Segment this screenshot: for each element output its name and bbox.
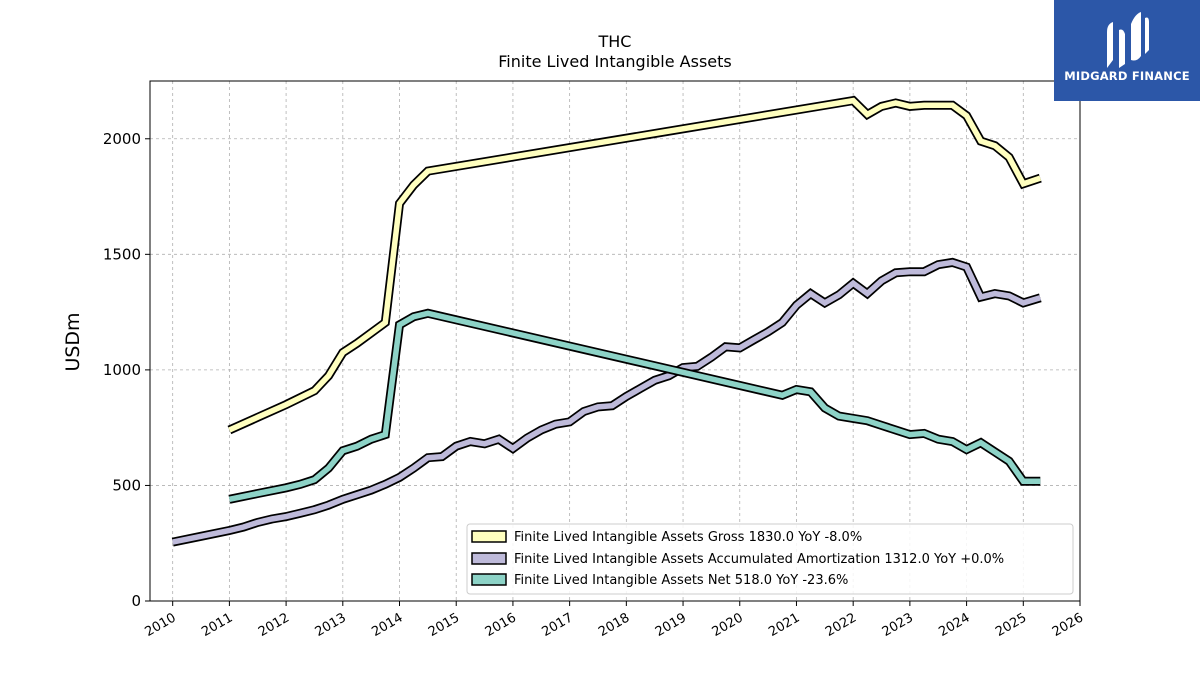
y-tick-label: 0 [131, 592, 141, 610]
legend-frame [466, 523, 1074, 595]
x-tick-label: 2020 [710, 610, 746, 640]
y-tick-label: 1500 [103, 245, 141, 263]
x-tick-label: 2017 [539, 610, 575, 640]
y-tick-label: 1000 [103, 361, 141, 379]
series-line-amortization [172, 259, 1042, 545]
series-group [171, 95, 1042, 547]
legend-swatch-net [471, 573, 507, 586]
x-tick-label: 2025 [993, 610, 1029, 640]
series-line-net [228, 310, 1041, 502]
chart-subtitle: Finite Lived Intangible Assets [498, 52, 731, 71]
logo-mark-icon [1107, 12, 1149, 68]
legend-swatch-gross [471, 530, 507, 543]
x-tick-label: 2018 [596, 610, 632, 640]
x-tick-label: 2019 [653, 610, 689, 640]
legend-item-net: Finite Lived Intangible Assets Net 518.0… [514, 573, 848, 588]
y-tick-label: 2000 [103, 130, 141, 148]
plot-frame [149, 80, 1081, 602]
legend-item-amortization: Finite Lived Intangible Assets Accumulat… [514, 552, 1004, 567]
series-outline-net [228, 308, 1041, 504]
x-tick-label: 2024 [936, 610, 972, 640]
series-outline-gross [227, 95, 1042, 435]
brand-name: MIDGARD FINANCE [1064, 69, 1190, 83]
x-tick-label: 2010 [143, 610, 179, 640]
series-line-gross [228, 97, 1042, 433]
grid [150, 81, 1081, 602]
x-tick-label: 2022 [823, 610, 859, 640]
legend: Finite Lived Intangible Assets Gross 183… [466, 523, 1074, 595]
chart-title: THC [598, 32, 632, 51]
x-tick-label: 2023 [880, 610, 916, 640]
x-tick-label: 2021 [766, 610, 802, 640]
y-axis-label: USDm [62, 312, 84, 371]
legend-item-gross: Finite Lived Intangible Assets Gross 183… [514, 530, 862, 545]
x-tick-label: 2011 [199, 610, 235, 640]
x-tick-label: 2026 [1050, 610, 1086, 640]
y-tick-label: 500 [112, 476, 141, 494]
x-tick-label: 2015 [426, 610, 462, 640]
brand-logo: MIDGARD FINANCE [1054, 0, 1200, 101]
x-tick-label: 2014 [369, 610, 405, 640]
legend-swatch-amortization [471, 552, 507, 565]
x-tick-label: 2016 [483, 610, 519, 640]
x-tick-label: 2012 [256, 610, 292, 640]
x-tick-label: 2013 [313, 610, 349, 640]
